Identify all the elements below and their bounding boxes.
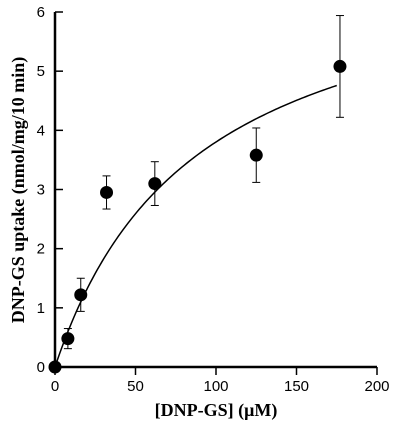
data-point (333, 59, 347, 73)
tick-group: 0 50 100 150 200 0 1 2 3 4 5 6 (37, 4, 390, 395)
x-tick-label: 150 (284, 378, 309, 395)
data-point (100, 185, 114, 199)
fit-curve (54, 84, 337, 368)
data-point (48, 360, 62, 374)
data-point-group (48, 59, 347, 374)
x-tick-label: 0 (51, 378, 59, 395)
x-tick-label: 200 (364, 378, 389, 395)
y-tick-label: 5 (37, 63, 45, 80)
data-point (249, 148, 263, 162)
y-tick-label: 0 (37, 359, 45, 376)
error-bar-group (63, 15, 344, 350)
x-axis-title: [DNP-GS] (μM) (155, 400, 278, 421)
y-tick-label: 1 (37, 300, 45, 317)
y-tick-label: 6 (37, 4, 45, 21)
x-tick-label: 100 (203, 378, 228, 395)
data-point (61, 332, 75, 346)
data-point (148, 177, 162, 191)
y-tick-label: 2 (37, 241, 45, 258)
data-point (74, 288, 88, 302)
y-axis-title: DNP-GS uptake (nmol/mg/10 min) (8, 57, 29, 324)
y-tick-label: 3 (37, 182, 45, 199)
x-tick-label: 50 (127, 378, 144, 395)
fit-curve-group (54, 84, 337, 368)
y-tick-label: 4 (37, 122, 45, 139)
